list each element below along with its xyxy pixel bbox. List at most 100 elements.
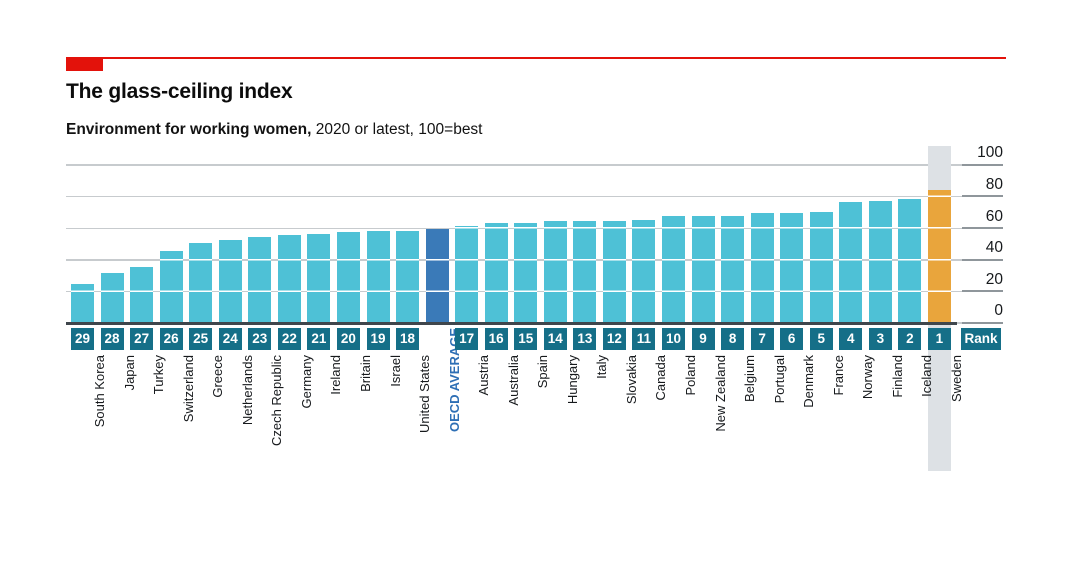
rank-badge-new-zealand: 9 [691,328,715,350]
x-axis-line [66,322,957,325]
country-label-greece: Greece [210,355,226,398]
bar-austria [455,225,479,323]
rank-badge-finland: 3 [868,328,892,350]
bar-turkey [130,267,154,323]
country-label-finland: Finland [889,355,905,398]
bar-hungary [543,221,567,323]
country-label-ireland: Ireland [328,355,344,395]
rank-badge-iceland: 2 [898,328,922,350]
bar-united-states [396,230,420,323]
bar-finland [868,200,892,323]
rank-badge-britain: 20 [336,328,360,350]
country-label-united-states: United States [417,355,433,434]
gridline-80 [66,195,1003,198]
country-label-france: France [830,355,846,396]
subtitle-rest: 2020 or latest, 100=best [311,121,483,138]
country-label-japan: Japan [121,355,137,391]
bar-chart: 100 80 60 40 20 0 29 South Korea 28 Japan 27 Turkey… [66,144,1011,486]
rank-badge-austria: 17 [455,328,479,350]
bar-belgium [721,216,745,323]
country-label-canada: Canada [653,355,669,401]
rank-badge-belgium: 8 [721,328,745,350]
y-tick-label-60: 60 [985,207,1003,225]
accent-block [66,57,103,71]
bar-israel [366,230,390,323]
country-label-netherlands: Netherlands [239,355,255,426]
rank-badge-poland: 10 [662,328,685,350]
country-label-israel: Israel [387,355,403,387]
rank-badge-greece: 25 [189,328,213,350]
bar-czech-republic [248,236,272,323]
bar-switzerland [159,251,183,323]
rank-badge-united-states: 18 [396,328,420,350]
rank-badge-denmark: 6 [780,328,804,350]
bar-denmark [780,213,804,323]
chart-title: The glass-ceiling index [66,80,293,103]
bar-britain [336,232,360,323]
country-label-spain: Spain [535,355,551,389]
country-label-south-korea: South Korea [92,355,107,428]
country-label-poland: Poland [683,355,698,396]
rank-badge-germany: 22 [277,328,301,350]
bar-iceland [898,199,922,323]
bar-germany [277,235,301,323]
bar-slovakia [602,221,626,323]
subtitle-bold: Environment for working women, [66,121,312,138]
rank-badge-israel: 19 [366,328,390,350]
bar-south-korea [71,284,94,323]
bar-canada [632,219,656,323]
rank-badge-south-korea: 29 [71,328,94,350]
rank-badge-ireland: 21 [307,328,331,350]
rank-badge-italy: 13 [573,328,597,350]
bar-poland [662,216,685,323]
bar-portugal [750,213,774,323]
tick-mark-100 [962,163,1003,166]
tick-mark-60 [962,227,1003,229]
tick-mark-20 [962,290,1003,293]
rank-header: Rank [961,328,1001,350]
rank-badge-australia: 16 [484,328,508,350]
rank-badge-switzerland: 26 [159,328,183,350]
country-label-new-zealand: New Zealand [712,355,728,432]
bar-france [809,211,833,323]
tick-mark-0 [962,321,1003,324]
rank-badge-japan: 28 [100,328,124,350]
bar-australia [484,222,508,323]
country-label-czech-republic: Czech Republic [269,355,285,447]
y-tick-label-40: 40 [985,239,1003,257]
bar-greece [189,243,213,323]
country-label-belgium: Belgium [742,355,758,402]
country-label-sweden: Sweden [948,355,964,402]
y-tick-label-100: 100 [977,144,1003,162]
accent-rule [66,57,1006,59]
rank-badge-spain: 15 [514,328,538,350]
country-label-norway: Norway [860,355,876,400]
y-tick-label-0: 0 [994,302,1003,320]
tick-mark-80 [962,195,1003,198]
rank-badge-czech-republic: 23 [248,328,272,350]
rank-badge-portugal: 7 [750,328,774,350]
country-label-denmark: Denmark [801,355,817,408]
rank-badge-sweden: 1 [927,328,951,350]
country-label-oecd-average: OECD AVERAGE [446,328,462,433]
rank-badge-turkey: 27 [130,328,154,350]
rank-badge-canada: 11 [632,328,656,350]
y-tick-label-80: 80 [985,175,1003,193]
country-label-hungary: Hungary [564,355,580,405]
bar-ireland [307,233,331,323]
rank-badge-france: 5 [809,328,833,350]
rank-badge-norway: 4 [839,328,863,350]
country-label-slovakia: Slovakia [623,355,639,405]
country-label-iceland: Iceland [919,355,935,397]
country-label-italy: Italy [594,355,610,379]
country-label-switzerland: Switzerland [180,355,196,423]
bar-japan [100,273,124,323]
rank-badge-slovakia: 12 [602,328,626,350]
rank-badge-netherlands: 24 [218,328,242,350]
chart-subtitle: Environment for working women, 2020 or l… [66,121,483,139]
bar-norway [839,202,863,323]
country-label-australia: Australia [505,355,521,406]
gridline-100 [66,164,1003,166]
country-label-austria: Austria [476,355,492,396]
country-label-britain: Britain [357,355,373,392]
